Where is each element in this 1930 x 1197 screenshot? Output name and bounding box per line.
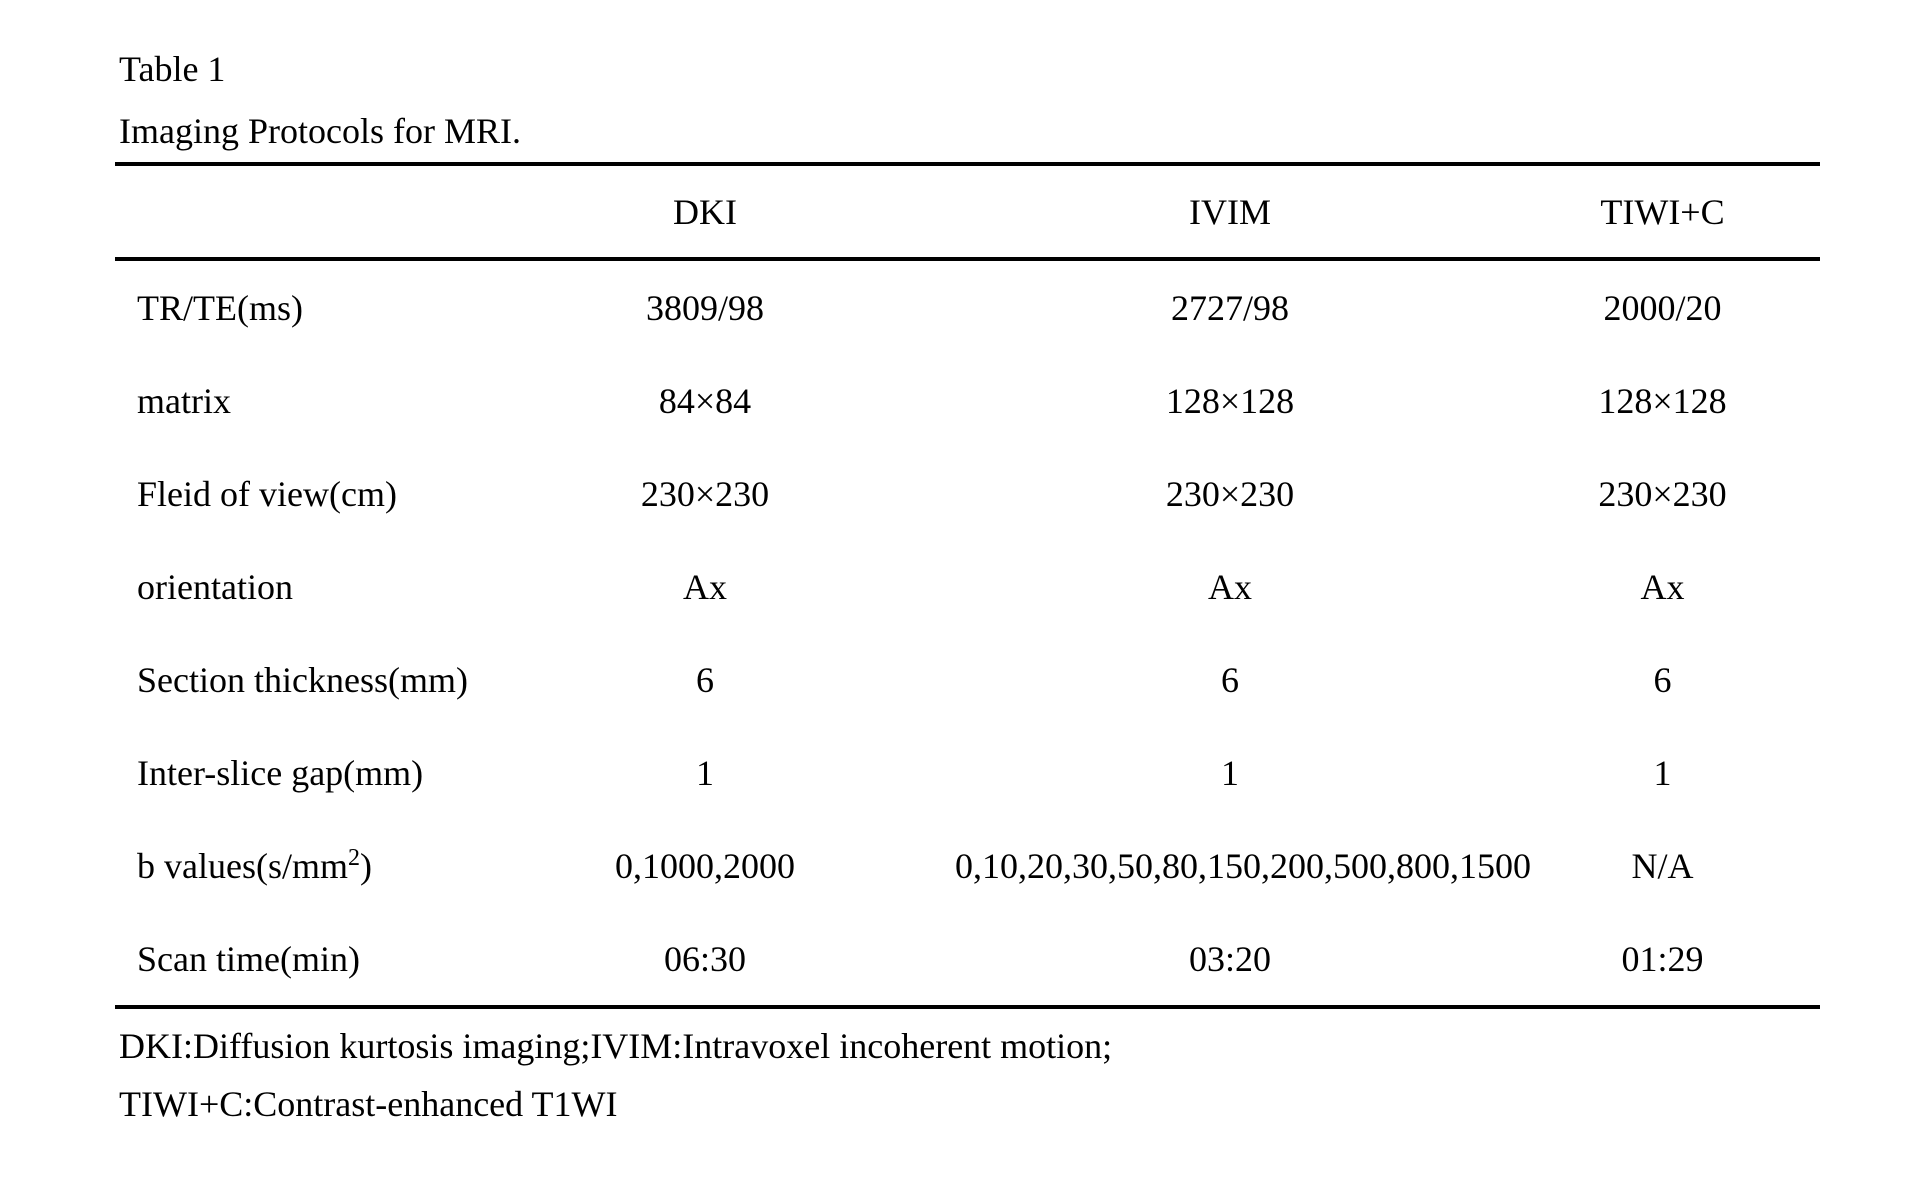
row-label: Scan time(min) bbox=[115, 912, 455, 1007]
table-footnote: DKI:Diffusion kurtosis imaging;IVIM:Intr… bbox=[115, 1017, 1820, 1133]
table-block: Table 1 Imaging Protocols for MRI. DKI I… bbox=[115, 38, 1820, 1133]
table-row-inter-slice-gap: Inter-slice gap(mm) 1 1 1 bbox=[115, 726, 1820, 819]
cell-dki: 06:30 bbox=[663, 938, 746, 979]
row-label-text: Inter-slice gap(mm) bbox=[137, 752, 424, 793]
footnote-line-2: TIWI+C:Contrast-enhanced T1WI bbox=[119, 1084, 618, 1124]
cell-ivim: 0,10,20,30,50,80,150,200,500,800,1500 bbox=[955, 845, 1531, 886]
row-label: orientation bbox=[115, 540, 455, 633]
cell-dki: 6 bbox=[696, 659, 714, 700]
cell-dki: Ax bbox=[683, 566, 727, 607]
row-label: matrix bbox=[115, 354, 455, 447]
header-tiwi-c: TIWI+C bbox=[1505, 164, 1820, 261]
table-row-orientation: orientation Ax Ax Ax bbox=[115, 540, 1820, 633]
cell-tiwi-c: 2000/20 bbox=[1603, 287, 1722, 328]
cell-tiwi-c: 230×230 bbox=[1598, 473, 1727, 514]
row-label-end: ) bbox=[359, 845, 372, 886]
imaging-protocols-table: DKI IVIM TIWI+C TR/TE(ms) 3809/98 2727/9… bbox=[115, 162, 1820, 1009]
cell-ivim: 2727/98 bbox=[1170, 287, 1289, 328]
row-label-text: matrix bbox=[137, 380, 231, 421]
cell-tiwi-c: 128×128 bbox=[1598, 380, 1727, 421]
table-title: Imaging Protocols for MRI. bbox=[119, 111, 521, 151]
cell-tiwi-c: N/A bbox=[1631, 845, 1694, 886]
header-empty-cell bbox=[115, 164, 455, 261]
row-label: Section thickness(mm) bbox=[115, 633, 468, 726]
cell-tiwi-c: Ax bbox=[1640, 566, 1685, 607]
header-ivim: IVIM bbox=[955, 164, 1505, 261]
cell-ivim: 03:20 bbox=[1188, 938, 1271, 979]
row-label-text: Section thickness(mm) bbox=[137, 659, 468, 700]
table-row-field-of-view: Fleid of view(cm) 230×230 230×230 230×23… bbox=[115, 447, 1820, 540]
cell-ivim: Ax bbox=[1208, 566, 1252, 607]
row-label-text: TR/TE(ms) bbox=[137, 287, 303, 328]
cell-tiwi-c: 1 bbox=[1653, 752, 1672, 793]
table-number: Table 1 bbox=[119, 49, 226, 89]
cell-dki: 230×230 bbox=[640, 473, 770, 514]
cell-tiwi-c: 01:29 bbox=[1621, 938, 1704, 979]
row-label-text: orientation bbox=[137, 566, 293, 607]
cell-ivim: 1 bbox=[1221, 752, 1239, 793]
cell-dki: 3809/98 bbox=[645, 287, 764, 328]
row-label-text: b values(s/mm bbox=[137, 845, 348, 886]
cell-dki: 1 bbox=[696, 752, 714, 793]
row-label: Inter-slice gap(mm) bbox=[115, 726, 455, 819]
table-row-scan-time: Scan time(min) 06:30 03:20 01:29 bbox=[115, 912, 1820, 1007]
cell-ivim: 128×128 bbox=[1165, 380, 1295, 421]
footnote-line-1: DKI:Diffusion kurtosis imaging;IVIM:Intr… bbox=[119, 1026, 1113, 1066]
row-label-text: Fleid of view(cm) bbox=[137, 473, 397, 514]
row-label: TR/TE(ms) bbox=[115, 259, 455, 354]
header-dki: DKI bbox=[455, 164, 955, 261]
cell-ivim: 6 bbox=[1221, 659, 1239, 700]
header-row: DKI IVIM TIWI+C bbox=[115, 164, 1820, 261]
table-row-b-values: b values(s/mm2) 0,1000,2000 0,10,20,30,5… bbox=[115, 819, 1820, 912]
cell-dki: 0,1000,2000 bbox=[615, 845, 795, 886]
table-row-tr-te: TR/TE(ms) 3809/98 2727/98 2000/20 bbox=[115, 259, 1820, 354]
row-label: Fleid of view(cm) bbox=[115, 447, 455, 540]
cell-tiwi-c: 6 bbox=[1653, 659, 1672, 700]
row-label-sup: 2 bbox=[347, 844, 360, 871]
row-label: b values(s/mm2) bbox=[115, 819, 455, 912]
table-row-matrix: matrix 84×84 128×128 128×128 bbox=[115, 354, 1820, 447]
table-caption: Table 1 Imaging Protocols for MRI. bbox=[115, 38, 1820, 162]
cell-dki: 84×84 bbox=[658, 380, 752, 421]
table-row-section-thickness: Section thickness(mm) 6 6 6 bbox=[115, 633, 1820, 726]
cell-ivim: 230×230 bbox=[1165, 473, 1295, 514]
row-label-text: Scan time(min) bbox=[137, 938, 360, 979]
